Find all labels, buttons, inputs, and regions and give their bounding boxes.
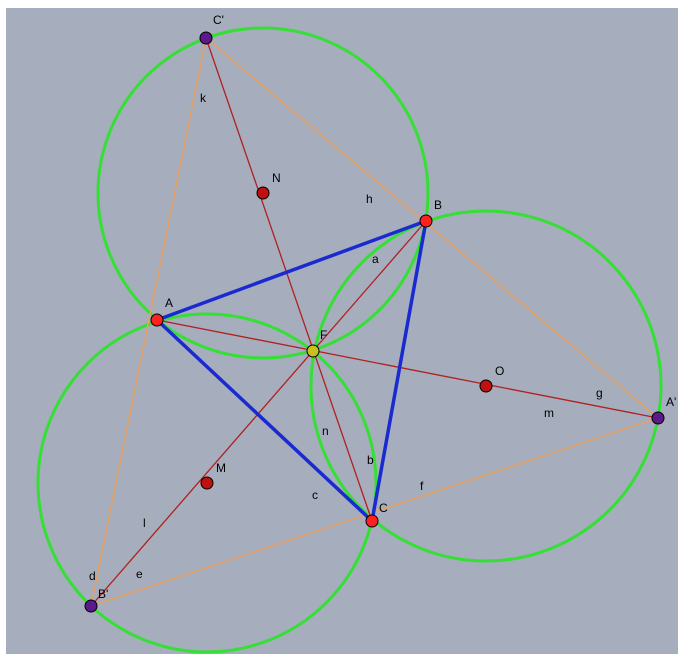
point-label: B	[434, 198, 442, 212]
side	[370, 220, 428, 522]
point	[419, 214, 433, 228]
line-label: l	[143, 516, 146, 530]
point	[84, 599, 98, 613]
line-label: b	[367, 453, 374, 467]
point-label: A	[165, 296, 173, 310]
point	[150, 313, 164, 327]
line-label: n	[322, 424, 329, 438]
side	[155, 318, 374, 523]
point-label: B'	[98, 587, 108, 601]
circle	[96, 26, 430, 360]
circles	[36, 26, 663, 654]
point	[256, 186, 270, 200]
point	[306, 344, 320, 358]
point-label: O	[495, 364, 504, 378]
line	[90, 37, 207, 607]
line	[205, 37, 659, 419]
point-label: F	[320, 328, 327, 342]
line	[205, 37, 373, 522]
point-label: N	[272, 171, 281, 185]
circle	[309, 209, 663, 563]
line-label: k	[200, 91, 207, 105]
line-label: m	[544, 406, 554, 420]
point	[365, 514, 379, 528]
point-label: C	[379, 501, 388, 515]
line-label: f	[420, 479, 424, 493]
line-label: c	[312, 488, 318, 502]
line-label: d	[89, 569, 96, 583]
line	[156, 319, 659, 419]
side	[156, 219, 427, 322]
line-label: e	[136, 567, 143, 581]
point	[200, 476, 214, 490]
point-label: M	[216, 461, 226, 475]
points	[84, 31, 665, 613]
line-label: h	[366, 192, 373, 206]
point	[651, 411, 665, 425]
canvas	[6, 8, 678, 654]
circle	[36, 312, 378, 654]
line-label: g	[596, 386, 603, 400]
line-label: a	[372, 252, 379, 266]
point-label: C'	[213, 13, 224, 27]
triangle	[155, 219, 428, 523]
point	[479, 379, 493, 393]
point-label: A'	[666, 395, 676, 409]
point	[199, 31, 213, 45]
